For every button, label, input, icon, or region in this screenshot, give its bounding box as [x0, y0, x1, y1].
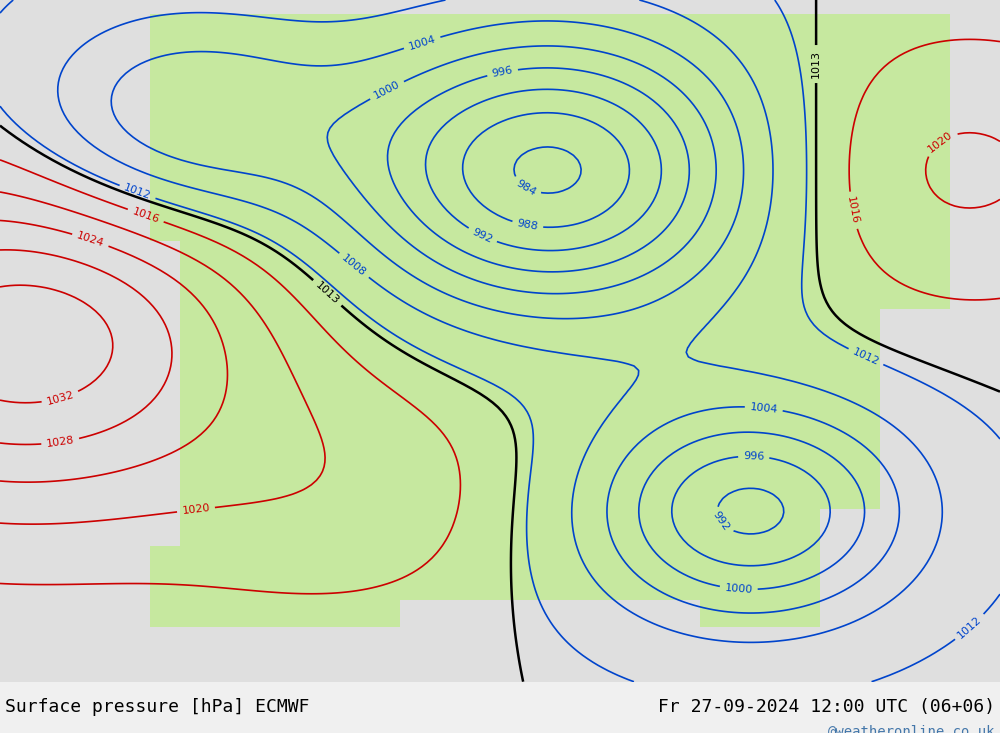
Text: 992: 992 [711, 510, 731, 533]
Text: 1000: 1000 [724, 583, 753, 595]
Text: 1020: 1020 [181, 503, 211, 516]
Text: 1013: 1013 [314, 280, 341, 306]
Text: 1004: 1004 [407, 34, 437, 51]
Text: 1024: 1024 [75, 231, 105, 249]
Text: 1013: 1013 [811, 50, 821, 78]
Text: Fr 27-09-2024 12:00 UTC (06+06): Fr 27-09-2024 12:00 UTC (06+06) [658, 698, 995, 716]
Text: 996: 996 [743, 451, 765, 462]
Text: 984: 984 [515, 178, 538, 197]
Text: @weatheronline.co.uk: @weatheronline.co.uk [828, 725, 995, 733]
Text: 988: 988 [516, 218, 539, 232]
Text: 1020: 1020 [926, 129, 955, 155]
Text: 1032: 1032 [45, 389, 75, 407]
Text: 1016: 1016 [131, 206, 161, 225]
Text: 1016: 1016 [845, 196, 860, 225]
Text: Surface pressure [hPa] ECMWF: Surface pressure [hPa] ECMWF [5, 698, 310, 716]
Text: 992: 992 [471, 226, 494, 245]
Text: 1004: 1004 [749, 402, 778, 414]
Text: 1012: 1012 [123, 183, 152, 202]
Text: 996: 996 [491, 65, 514, 79]
Text: 1012: 1012 [851, 347, 881, 367]
Text: 1028: 1028 [46, 435, 75, 449]
Text: 1008: 1008 [340, 253, 368, 278]
Text: 1000: 1000 [372, 79, 402, 101]
Text: 1012: 1012 [956, 614, 984, 641]
